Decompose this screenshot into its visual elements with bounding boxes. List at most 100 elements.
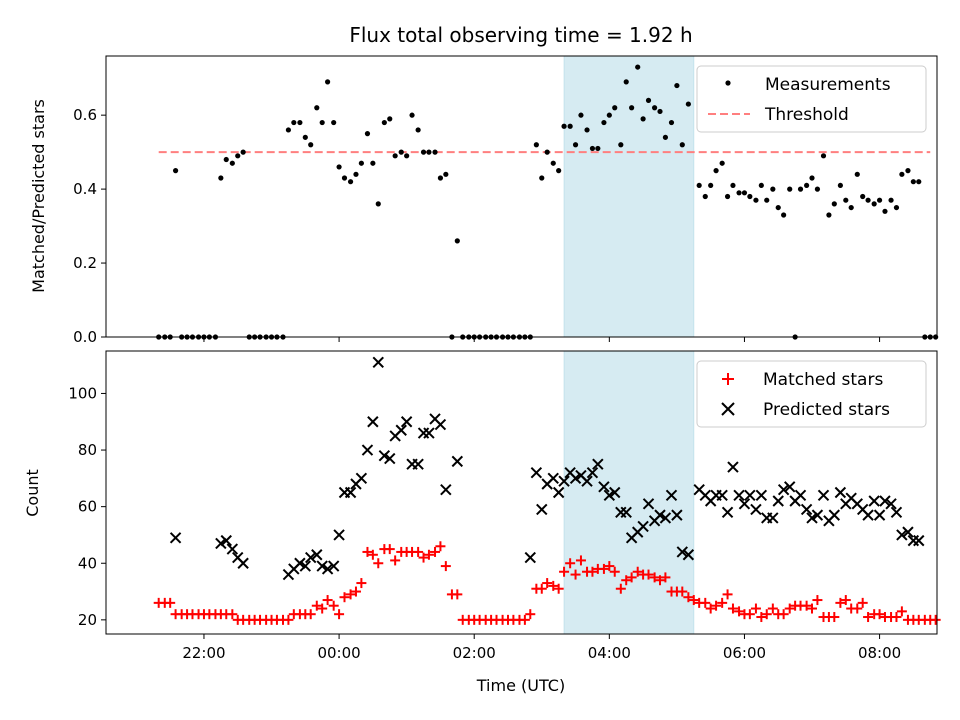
matched-stars-point [615, 583, 626, 594]
measurements-point [871, 201, 877, 207]
predicted-stars-point [226, 543, 239, 555]
measurements-point [561, 123, 567, 129]
y-tick-label: 100 [68, 384, 97, 402]
measurements-point [325, 79, 331, 85]
measurements-point [285, 127, 292, 133]
predicted-stars-point [642, 498, 655, 510]
top-panel-ylabel: Matched/Predicted stars [29, 99, 48, 293]
measurements-point [730, 182, 736, 189]
plot-frame [105, 55, 938, 338]
predicted-stars-point [716, 489, 728, 502]
x-tick-label: 00:00 [317, 644, 360, 662]
matched-stars-point [705, 603, 716, 614]
matched-stars-point [767, 603, 778, 614]
matched-stars-point [626, 572, 637, 583]
predicted-stars-point [659, 512, 672, 524]
measurements-point [336, 164, 342, 170]
measurements-point [420, 149, 427, 155]
bottom-panel: 20 40 60 80 100 22:00 00:00 02:00 04:00 06:00 08:0… [23, 350, 941, 662]
measurements-point [696, 182, 702, 189]
predicted-stars-point [372, 356, 384, 369]
matched-stars-point [727, 603, 738, 614]
matched-stars-point [863, 612, 874, 623]
measurements-point [837, 182, 843, 189]
measurements-point [876, 197, 883, 203]
predicted-stars-point [817, 489, 830, 502]
x-axis-label: Time (UTC) [476, 676, 565, 695]
measurements-point [787, 186, 793, 192]
x-tick-label: 06:00 [723, 644, 766, 662]
predicted-stars-point [665, 489, 678, 502]
matched-stars-point [761, 609, 772, 620]
matched-stars-point [711, 600, 722, 611]
matched-stars-point [857, 597, 868, 608]
predicted-stars-point [603, 489, 616, 502]
top-panel-legend: Measurements Threshold [696, 65, 927, 133]
measurements-point [736, 190, 742, 196]
predicted-stars-point [169, 532, 182, 544]
matched-stars-point [677, 586, 688, 597]
measurements-point [291, 119, 297, 126]
predicted-stars-point [862, 509, 874, 521]
measurements-point [172, 168, 179, 174]
chart-title: Flux total observing time = 1.92 h [349, 23, 692, 47]
matched-stars-point [322, 595, 333, 606]
measurements-point [702, 193, 708, 200]
measurements-point [572, 142, 579, 148]
predicted-stars-point [237, 557, 249, 569]
matched-stars-point [609, 566, 620, 577]
predicted-stars-point [885, 498, 897, 510]
matched-stars-point [553, 583, 564, 594]
predicted-stars-point [361, 444, 374, 456]
matched-stars-point [750, 603, 761, 614]
x-tick-label: 02:00 [453, 644, 496, 662]
matched-stars-point [852, 603, 863, 614]
measurements-point [758, 182, 764, 189]
predicted-stars-point [879, 495, 891, 507]
predicted-stars-point [569, 472, 582, 485]
predicted-stars-point [750, 503, 762, 516]
measurements-point [916, 179, 922, 185]
measurements-point [623, 79, 629, 85]
measurements-point [809, 175, 815, 181]
matched-stars-point [660, 572, 671, 583]
measurements-point [854, 171, 860, 177]
measurements-point [657, 108, 663, 115]
predicted-stars-point [806, 512, 818, 524]
measurements-point [635, 64, 641, 70]
measurements-point [775, 204, 781, 211]
matched-stars-point [565, 558, 576, 569]
measurements-point [612, 105, 618, 111]
measurements-point [550, 160, 556, 166]
matched-stars-point [384, 544, 395, 555]
matched-stars-point [807, 603, 818, 614]
predicted-stars-point [333, 529, 345, 541]
matched-stars-point [440, 561, 451, 572]
matched-stars-point [717, 597, 728, 608]
matched-stars-point [525, 609, 536, 620]
matched-stars-point [367, 549, 378, 560]
measurements-point [364, 131, 371, 137]
measurements-point [584, 127, 590, 133]
measurements-point [910, 179, 916, 185]
measurements-point [319, 119, 325, 126]
predicted-stars-point [721, 506, 734, 519]
measurements-point [753, 197, 759, 203]
measurements-point [347, 179, 354, 185]
legend-label-matched: Matched stars [763, 370, 883, 390]
top-panel-highlight [563, 55, 695, 338]
measurements-point [240, 149, 246, 155]
matched-stars-point [339, 592, 350, 603]
measurements-point [302, 134, 308, 140]
predicted-stars-point [738, 498, 751, 510]
measurements-point [764, 197, 770, 203]
measurements-point [629, 105, 635, 111]
matched-stars-point [598, 563, 609, 574]
measurements-point [331, 119, 337, 126]
matched-stars-point [536, 583, 547, 594]
matched-stars-point [874, 609, 885, 620]
predicted-stars-point [727, 461, 739, 473]
matched-stars-point [835, 597, 846, 608]
measurements-point [674, 82, 680, 89]
legend-marker-measurements [725, 80, 731, 86]
